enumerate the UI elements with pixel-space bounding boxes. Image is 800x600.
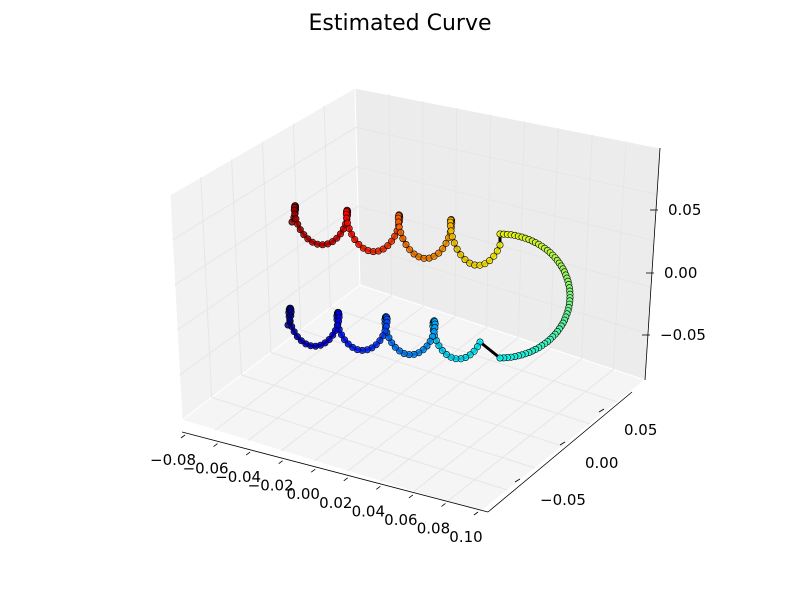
curve-point <box>388 237 396 245</box>
curve-point <box>293 333 301 341</box>
x-axis-line <box>181 431 489 513</box>
curve-point <box>300 231 308 239</box>
z-tick-label: 0.00 <box>664 264 697 282</box>
curve-point <box>439 245 447 253</box>
x-axis-ticks: −0.08−0.06−0.04−0.020.00 0.02 0.04 0.06 0.08… <box>150 434 483 546</box>
grid-line-back-h <box>358 245 649 335</box>
grid-line-left-v <box>262 141 272 353</box>
y-tick-label: −0.05 <box>540 491 586 509</box>
y-axis-ticks: −0.05 0.00 0.05 <box>514 408 657 509</box>
grid-line-floor-y <box>211 397 508 491</box>
curve-point <box>296 226 304 234</box>
curve-point <box>402 241 410 249</box>
y-tick-mark <box>514 478 521 483</box>
curve-point <box>438 346 446 354</box>
x-tick-mark <box>408 494 414 499</box>
grid-line-back-v <box>422 101 424 307</box>
grid-line-left-h <box>172 126 357 241</box>
grid-line-back-v <box>612 141 627 370</box>
grid-line-back-v <box>388 94 393 296</box>
x-tick-label: −0.06 <box>183 460 229 478</box>
curve-point <box>447 227 455 235</box>
x-tick-label: 0.06 <box>384 511 417 529</box>
grid-line-back-v <box>549 127 559 349</box>
grid-line-left-v <box>323 105 331 308</box>
curve-point <box>461 256 469 264</box>
curve-point <box>435 249 443 257</box>
curve-point <box>496 354 504 362</box>
grid-line-floor-y <box>241 374 536 469</box>
z-axis-line <box>644 147 661 381</box>
x-tick-label: 0.10 <box>449 528 482 546</box>
x-tick-label: 0.04 <box>352 502 385 520</box>
curve-point <box>450 239 458 247</box>
curve-point <box>496 241 504 249</box>
grid-line-left-v <box>200 177 213 398</box>
curve-point <box>397 229 405 237</box>
x-tick-label: −0.04 <box>215 468 261 486</box>
grid-line-left-h <box>179 245 360 376</box>
grid-line-back-v <box>454 107 458 317</box>
curve-point <box>448 233 456 241</box>
curve-point <box>355 240 363 248</box>
z-tick-label: −0.05 <box>660 326 706 344</box>
curve-point <box>442 239 450 247</box>
curve-points <box>284 202 574 363</box>
z-tick-label: 0.05 <box>668 201 701 219</box>
y-tick-mark <box>598 408 605 413</box>
grid-lines <box>172 94 658 503</box>
x-tick-label: −0.02 <box>248 477 294 495</box>
y-tick-mark <box>559 441 566 446</box>
x-tick-mark <box>376 486 381 490</box>
x-tick-mark <box>245 451 251 456</box>
curve-point <box>406 246 414 254</box>
grid-line-floor-y <box>270 352 563 447</box>
x-tick-mark <box>180 434 186 439</box>
x-tick-mark <box>343 477 349 482</box>
x-tick-mark <box>473 511 479 516</box>
chart-title: Estimated Curve <box>308 11 491 36</box>
x-tick-mark <box>310 468 316 473</box>
curve-point <box>391 343 399 351</box>
grid-line-back-h <box>355 126 658 195</box>
axis-lines <box>181 147 661 513</box>
curve-point <box>399 235 407 243</box>
curve-point <box>304 235 312 243</box>
x-tick-mark <box>213 443 218 447</box>
x-tick-label: −0.08 <box>150 451 196 469</box>
grid-line-back-h <box>356 166 655 242</box>
curve-point <box>384 242 392 250</box>
grid-line-left-h <box>176 205 359 331</box>
y-axis-line <box>487 391 633 513</box>
grid-line-left-h <box>174 166 358 286</box>
x-tick-mark <box>278 460 283 464</box>
grid-line-back-v <box>517 121 525 338</box>
grid-line-back-h <box>357 205 652 288</box>
z-axis-ticks: −0.05 0.00 0.05 <box>642 201 706 344</box>
x-tick-label: 0.08 <box>417 519 450 537</box>
y-tick-label: 0.05 <box>624 421 657 439</box>
curve-point <box>493 247 501 255</box>
y-tick-label: 0.00 <box>585 454 618 472</box>
x-tick-label: 0.00 <box>287 485 320 503</box>
curve-point <box>453 245 461 253</box>
curve-point <box>486 257 494 265</box>
grid-line-back-v <box>581 134 593 359</box>
grid-line-left-v <box>231 159 242 376</box>
curve-point <box>490 252 498 260</box>
grid-line-back-v <box>486 114 492 328</box>
curve-point <box>284 321 292 329</box>
curve-point <box>348 230 356 238</box>
curve-point <box>351 236 359 244</box>
curve-point <box>457 251 465 259</box>
x-tick-label: 0.02 <box>319 494 352 512</box>
x-tick-mark <box>441 503 446 507</box>
